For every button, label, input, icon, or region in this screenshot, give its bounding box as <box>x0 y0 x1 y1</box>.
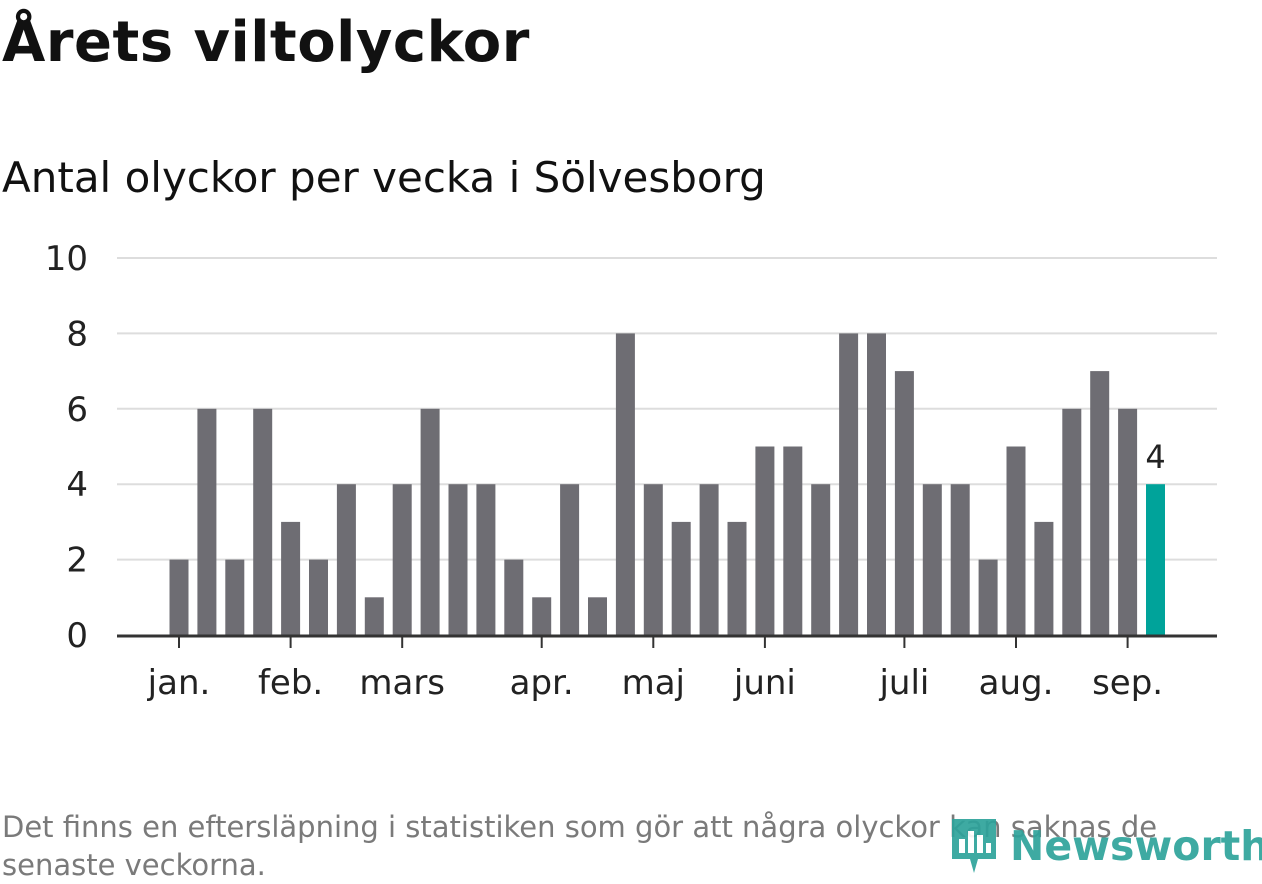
bar <box>1090 371 1110 635</box>
y-tick-label: 8 <box>66 314 88 354</box>
bar <box>978 559 998 635</box>
bar <box>476 484 496 635</box>
y-tick-label: 4 <box>66 465 88 505</box>
bar-highlight <box>1146 484 1165 635</box>
bar <box>699 484 719 635</box>
bar <box>364 597 384 635</box>
bar <box>309 559 328 635</box>
bar <box>894 371 914 635</box>
chart-subtitle: Antal olyckor per vecka i Sölvesborg <box>2 153 766 202</box>
bar <box>1118 408 1138 635</box>
newsworthy-logo-icon <box>952 819 996 873</box>
bar <box>615 333 635 635</box>
x-tick-label: aug. <box>979 663 1054 703</box>
bar <box>783 446 803 635</box>
chart-title: Årets viltolyckor <box>2 10 530 75</box>
y-tick-label: 0 <box>66 616 88 656</box>
logo-text: Newsworthy <box>1010 822 1262 870</box>
x-tick-label: feb. <box>258 663 323 703</box>
data-label: 4 <box>1145 438 1165 476</box>
x-tick-label: sep. <box>1092 663 1163 703</box>
bar <box>504 559 524 635</box>
bar <box>392 484 412 635</box>
bar <box>950 484 970 635</box>
bar <box>420 408 440 635</box>
bar <box>169 559 189 635</box>
bar <box>1062 408 1082 635</box>
bar <box>922 484 942 635</box>
bar <box>755 446 775 635</box>
bar <box>867 333 886 635</box>
x-tick-label: mars <box>359 663 445 703</box>
y-tick-label: 2 <box>66 541 88 581</box>
bar <box>281 521 301 635</box>
bar <box>588 597 607 635</box>
x-tick-label: jan. <box>147 663 211 703</box>
bar <box>560 484 580 635</box>
x-tick-label: juli <box>878 663 929 703</box>
x-tick-label: maj <box>622 663 685 703</box>
bar <box>197 408 217 635</box>
bar <box>253 408 273 635</box>
x-tick-label: apr. <box>510 663 574 703</box>
y-tick-label: 6 <box>66 390 88 430</box>
newsworthy-logo[interactable]: Newsworthy <box>948 815 1262 877</box>
bar <box>1034 521 1054 635</box>
bar <box>671 521 691 635</box>
bar <box>532 597 552 635</box>
bar <box>727 521 747 635</box>
bar <box>643 484 663 635</box>
bar <box>811 484 831 635</box>
bar <box>448 484 468 635</box>
bar <box>1006 446 1026 635</box>
x-tick-label: juni <box>733 663 796 703</box>
bar <box>225 559 245 635</box>
bar <box>336 484 356 635</box>
bar <box>839 333 859 635</box>
y-tick-label: 10 <box>45 239 88 279</box>
